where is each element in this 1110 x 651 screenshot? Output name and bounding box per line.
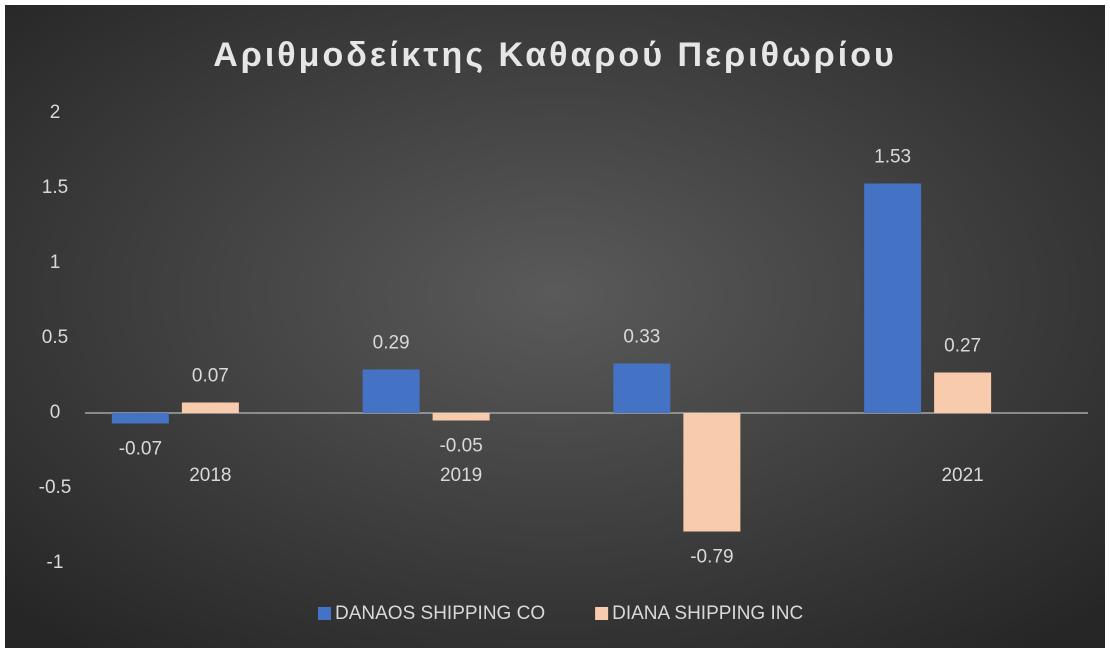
data-label: -0.05 [439,436,482,457]
bar [683,413,741,532]
chart-title: Αριθμοδείκτης Καθαρού Περιθωρίου [213,36,897,74]
y-tick-label: -0.5 [39,477,72,498]
data-label: -0.79 [690,547,733,568]
legend-swatch [318,607,331,620]
data-label: 0.29 [373,333,410,354]
data-label: 0.27 [944,336,981,357]
bar [864,183,922,413]
bar [613,363,671,413]
legend-label: DANAOS SHIPPING CO [335,603,545,624]
y-tick-label: -1 [47,552,64,573]
y-tick-label: 1.5 [42,177,68,198]
x-tick-label: 2019 [440,465,482,486]
y-tick-label: 0.5 [42,327,68,348]
x-tick-label: 2021 [941,465,983,486]
chart-background [5,5,1105,648]
bar [362,369,420,413]
bar [432,413,490,421]
x-tick-label: 2018 [189,465,231,486]
y-tick-label: 0 [50,402,61,423]
data-label: 0.33 [623,327,660,348]
y-tick-label: 2 [50,102,61,123]
data-label: 0.07 [192,366,229,387]
y-tick-label: 1 [50,252,61,273]
legend-label: DIANA SHIPPING INC [612,603,803,624]
data-label: 1.53 [874,147,911,168]
bar [111,413,169,424]
legend-swatch [595,607,609,620]
data-label: -0.07 [119,439,162,460]
bar [181,402,239,413]
bar [934,372,992,413]
